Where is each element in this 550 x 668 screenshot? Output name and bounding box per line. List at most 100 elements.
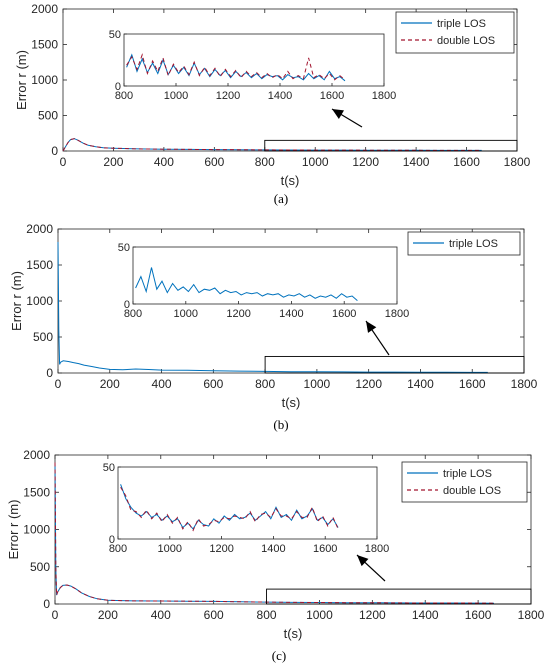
panel-a-inset-xtick-label: 1600	[320, 90, 344, 102]
panel-c-inset-series-1	[120, 486, 339, 532]
panel-a-ytick-label: 2000	[31, 2, 58, 16]
panel-c-ytick-label: 2000	[23, 448, 50, 462]
panel-b-legend-label-0: triple LOS	[449, 238, 498, 250]
panel-a-legend-box	[395, 11, 515, 54]
panel-c-xtick-label: 0	[52, 608, 59, 622]
panel-b-zoom-box	[264, 355, 525, 374]
panel-b-inset-xtick-label: 1000	[174, 308, 198, 320]
panel-b-xtick-label: 400	[152, 377, 172, 391]
panel-a-legend-label-0: triple LOS	[437, 18, 486, 30]
panel-c-xtick-label: 1400	[412, 608, 439, 622]
panel-a-arrow-head	[332, 109, 345, 119]
panel-c-legend-label-1: double LOS	[443, 485, 501, 497]
panel-b-xtick-label: 1800	[511, 377, 538, 391]
panel-a-legend-label-1: double LOS	[437, 35, 495, 47]
panel-c-inset-ytick-label: 0	[109, 534, 115, 546]
panel-b-arrow-head	[366, 321, 377, 333]
panel-c-inset-xtick-label: 1800	[365, 543, 389, 555]
panel-c-xtick-label: 200	[98, 608, 118, 622]
panel-a-xtick-label: 1600	[453, 155, 480, 169]
panel-b-legend-box	[407, 231, 521, 256]
panel-b-xtick-label: 1400	[407, 377, 434, 391]
panel-b-main-series-0	[57, 241, 488, 373]
panel-c-main-series-1	[54, 462, 495, 604]
panel-b-ytick-label: 2000	[26, 222, 53, 236]
panel-b-xtick-label: 1600	[459, 377, 486, 391]
panel-c-legend-label-0: triple LOS	[443, 468, 492, 480]
panel-a-inset-xtick-label: 1200	[216, 90, 240, 102]
panel-b-inset-ytick-label: 50	[118, 242, 130, 254]
panel-c-ytick-label: 0	[43, 597, 50, 611]
panel-b-xtick-label: 800	[255, 377, 275, 391]
panel-c-ytick-label: 500	[30, 560, 50, 574]
panel-b-ytick-label: 1500	[26, 258, 53, 272]
panel-a-inset-ytick-label: 50	[109, 29, 121, 41]
panel-a-xtick-label: 1000	[302, 155, 329, 169]
panel-b-ylabel: Error r (m)	[9, 271, 24, 331]
panel-b-ytick-label: 500	[33, 330, 53, 344]
panel-b-xtick-label: 1000	[304, 377, 331, 391]
panel-b-inset-ytick-label: 0	[124, 299, 130, 311]
panel-b-inset-xtick-label: 1800	[385, 308, 409, 320]
panel-c-ylabel: Error r (m)	[6, 500, 21, 560]
panel-b-xtick-label: 600	[203, 377, 223, 391]
panel-a-inset-xtick-label: 1000	[164, 90, 188, 102]
panel-a-inset-series-1	[126, 53, 346, 81]
panel-a-xtick-label: 0	[60, 155, 67, 169]
panel-c-inset-xtick-label: 1000	[158, 543, 182, 555]
panel-b-caption: (b)	[273, 417, 288, 432]
panel-a-xlabel: t(s)	[281, 173, 300, 188]
panel-c-xtick-label: 600	[204, 608, 224, 622]
panel-a-inset-ytick-label: 0	[115, 81, 121, 93]
panel-c-xtick-label: 1800	[518, 608, 545, 622]
panel-a-inset-xtick-label: 1800	[372, 90, 396, 102]
panel-b-inset-axes	[132, 246, 398, 305]
panel-c-inset-xtick-label: 1400	[261, 543, 285, 555]
panel-c-ytick-label: 1000	[23, 523, 50, 537]
panel-a-ylabel: Error r (m)	[14, 50, 29, 110]
panel-a-inset-series-0	[126, 53, 346, 82]
panel-a-main-series-1	[62, 138, 482, 152]
panel-a-xtick-label: 1200	[352, 155, 379, 169]
panel-c-inset-xtick-label: 1600	[313, 543, 337, 555]
panel-c-inset-xtick-label: 800	[109, 543, 127, 555]
panel-c-xtick-label: 1000	[306, 608, 333, 622]
panel-b-inset-xtick-label: 1600	[332, 308, 356, 320]
panel-a-ytick-label: 500	[38, 109, 58, 123]
panel-a-ytick-label: 1000	[31, 73, 58, 87]
panel-b-ytick-label: 0	[46, 366, 53, 380]
panel-a-inset-xtick-label: 1400	[268, 90, 292, 102]
panel-a-caption: (a)	[274, 191, 288, 206]
panel-a-xtick-label: 1800	[504, 155, 531, 169]
panel-a-ytick-label: 1500	[31, 38, 58, 52]
panel-c-inset-axes	[117, 466, 378, 540]
panel-a-inset-xtick-label: 800	[115, 90, 133, 102]
panel-c-legend-box	[401, 461, 528, 503]
panel-a-ytick-label: 0	[51, 144, 58, 158]
panel-b-xtick-label: 0	[55, 377, 62, 391]
panel-c-xtick-label: 1200	[359, 608, 386, 622]
panel-a-xtick-label: 200	[103, 155, 123, 169]
panel-c-xtick-label: 1600	[465, 608, 492, 622]
panel-a-xtick-label: 600	[204, 155, 224, 169]
panel-b-xtick-label: 1200	[355, 377, 382, 391]
panel-b-xlabel: t(s)	[282, 395, 301, 410]
panel-a-xtick-label: 400	[154, 155, 174, 169]
panel-c-caption: (c)	[272, 648, 286, 663]
panel-b-inset-series-0	[135, 267, 358, 301]
panel-a-xtick-label: 1400	[403, 155, 430, 169]
panel-c-zoom-box	[266, 588, 532, 605]
panel-c-inset-ytick-label: 50	[103, 462, 115, 474]
panel-c-xtick-label: 800	[257, 608, 277, 622]
panel-b-inset-xtick-label: 1400	[279, 308, 303, 320]
panel-c-xlabel: t(s)	[284, 626, 303, 641]
panel-b-inset-xtick-label: 1200	[226, 308, 250, 320]
panel-b-xtick-label: 200	[100, 377, 120, 391]
panel-c-inset-xtick-label: 1200	[209, 543, 233, 555]
panel-c-ytick-label: 1500	[23, 485, 50, 499]
panel-a-zoom-box	[264, 139, 518, 152]
panel-c-inset-series-0	[120, 484, 339, 530]
